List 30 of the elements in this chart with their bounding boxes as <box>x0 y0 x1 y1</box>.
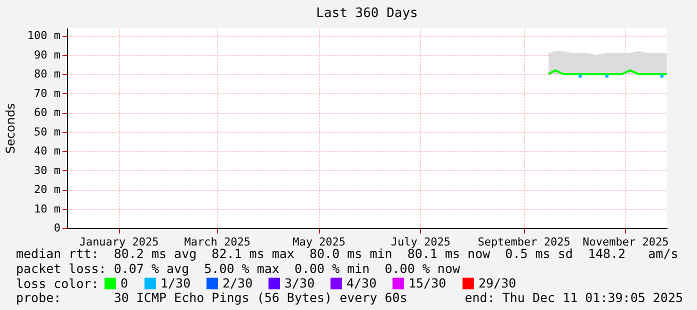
text: packet loss: 0.07 % avg 5.00 % max 0.00 % min 0.00 % now <box>16 261 460 276</box>
legend-label: 29/30 <box>478 276 516 291</box>
y-tick-label: 20 m <box>34 183 61 196</box>
y-axis-title: Seconds <box>3 103 18 154</box>
x-tick-label: September 2025 <box>478 236 570 248</box>
y-tick-label: 60 m <box>34 106 61 120</box>
legend-label: 3/30 <box>284 276 315 291</box>
legend-label: 2/30 <box>222 276 253 291</box>
x-tick-label: March 2025 <box>184 236 251 248</box>
y-tick-label: 0 <box>54 222 60 234</box>
legend-label: 1/30 <box>160 276 191 291</box>
y-tick-label: 30 m <box>34 164 61 177</box>
y-tick-label: 10 m <box>34 202 61 216</box>
x-tick-label: May 2025 <box>292 236 346 248</box>
x-tick-label: November 2025 <box>582 236 669 248</box>
chart-title: Last 360 Days <box>316 6 418 21</box>
y-tick-label: 70 m <box>34 86 61 100</box>
x-tick-label: January 2025 <box>79 236 159 248</box>
legend-label: 15/30 <box>408 276 446 291</box>
text: probe: 30 ICMP Echo Pings (56 Bytes) every 60s <box>16 290 408 305</box>
legend-title: loss color: <box>16 276 99 291</box>
y-tick-label: 90 m <box>34 48 61 62</box>
x-tick-label: July 2025 <box>390 236 451 248</box>
legend-label: 0 <box>120 276 128 291</box>
y-tick-label: 50 m <box>34 125 61 138</box>
y-tick-label: 100 m <box>27 29 61 42</box>
y-tick-label: 80 m <box>34 68 61 81</box>
text: end: Thu Dec 11 01:39:05 2025 <box>464 290 683 305</box>
legend-label: 4/30 <box>346 276 377 291</box>
y-tick-label: 40 m <box>34 144 61 158</box>
